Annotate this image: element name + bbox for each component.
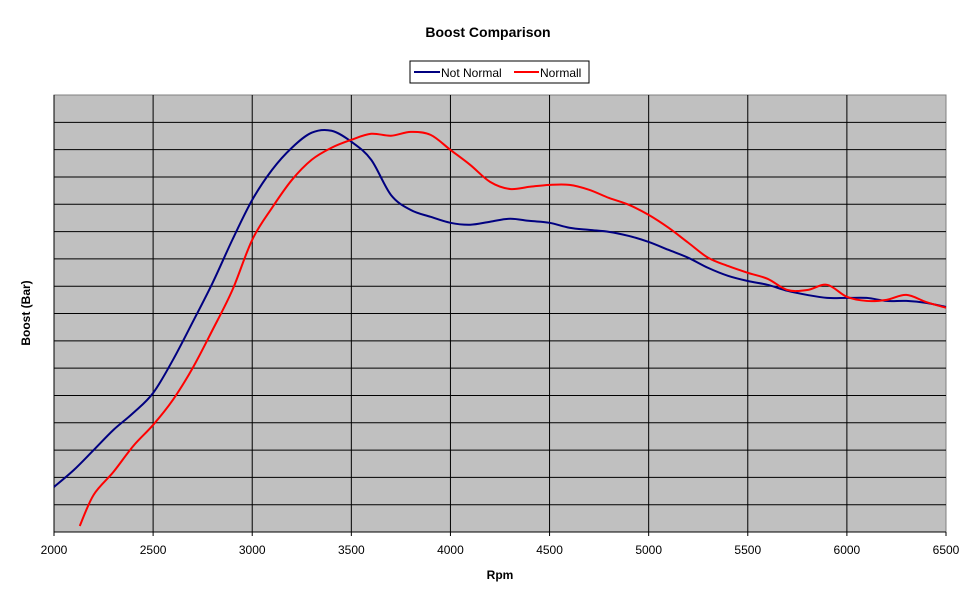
x-tick-label: 4000 [437,543,464,557]
chart-title: Boost Comparison [425,24,550,40]
x-tick-label: 2500 [140,543,167,557]
series-line-normall [78,130,947,527]
x-tick-label: 3500 [338,543,365,557]
legend: Not Normal Normall [409,60,590,84]
x-axis-label: Rpm [487,568,514,582]
x-tick-label: 5000 [635,543,662,557]
x-tick-label: 5500 [734,543,761,557]
x-tick-label: 3000 [239,543,266,557]
series-line-not-normal [53,128,947,488]
y-axis-label: Boost (Bar) [19,280,33,345]
x-tick-label: 6500 [933,543,960,557]
x-tick-label: 6000 [834,543,861,557]
x-tick-label: 4500 [536,543,563,557]
legend-label-not-normal: Not Normal [441,66,502,80]
legend-label-normall: Normall [540,66,581,80]
legend-box [409,60,590,84]
x-tick-label: 2000 [41,543,68,557]
